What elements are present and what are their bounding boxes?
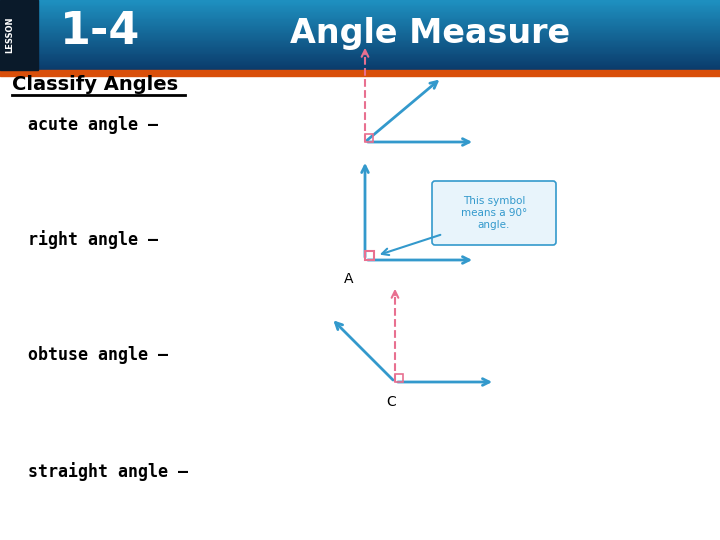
Text: A: A — [343, 272, 353, 286]
Bar — [0, 11, 720, 12]
Bar — [0, 1, 720, 2]
Bar — [0, 10, 720, 11]
Bar — [0, 44, 720, 45]
Bar — [0, 65, 720, 66]
Bar — [0, 15, 720, 16]
Bar — [0, 21, 720, 22]
Bar — [0, 38, 720, 39]
Text: Angle Measure: Angle Measure — [290, 17, 570, 50]
Bar — [0, 59, 720, 60]
Bar — [0, 39, 720, 40]
Text: 1-4: 1-4 — [60, 10, 140, 52]
Bar — [0, 13, 720, 14]
Bar — [0, 26, 720, 27]
Bar — [0, 70, 720, 76]
Bar — [0, 52, 720, 53]
Bar — [0, 25, 720, 26]
Bar — [0, 16, 720, 17]
Bar — [0, 23, 720, 24]
Bar — [0, 19, 720, 20]
Bar — [0, 36, 720, 37]
Bar — [0, 12, 720, 13]
Text: C: C — [386, 395, 396, 409]
Bar — [0, 63, 720, 64]
Bar — [0, 62, 720, 63]
Bar — [0, 17, 720, 18]
Bar — [0, 57, 720, 58]
Bar — [0, 0, 720, 1]
Text: obtuse angle –: obtuse angle – — [28, 346, 168, 364]
Text: straight angle –: straight angle – — [28, 462, 188, 482]
Bar — [0, 51, 720, 52]
Text: right angle –: right angle – — [28, 231, 158, 249]
Bar — [0, 46, 720, 47]
Bar — [0, 49, 720, 50]
Bar — [0, 45, 720, 46]
Bar — [0, 22, 720, 23]
Bar — [0, 2, 720, 3]
Bar — [0, 24, 720, 25]
Bar — [0, 14, 720, 15]
Bar — [0, 32, 720, 33]
Bar — [0, 9, 720, 10]
Text: This symbol
means a 90°
angle.: This symbol means a 90° angle. — [461, 197, 527, 230]
Bar — [0, 47, 720, 48]
Bar — [0, 5, 720, 6]
Bar — [0, 29, 720, 30]
Bar — [0, 54, 720, 55]
Bar — [395, 374, 403, 382]
Bar — [0, 66, 720, 68]
Bar — [0, 60, 720, 61]
Bar — [0, 7, 720, 8]
Bar — [365, 251, 374, 260]
Bar — [0, 68, 720, 69]
Bar — [0, 33, 720, 34]
Bar — [0, 43, 720, 44]
Bar — [0, 41, 720, 42]
Bar — [0, 53, 720, 54]
Bar — [0, 37, 720, 38]
Bar — [365, 134, 373, 142]
Bar — [0, 35, 720, 36]
Bar — [0, 64, 720, 65]
Text: Classify Angles: Classify Angles — [12, 76, 178, 94]
Text: acute angle –: acute angle – — [28, 116, 158, 134]
Bar — [0, 48, 720, 49]
Bar — [0, 4, 720, 5]
Bar — [0, 27, 720, 28]
Bar — [0, 56, 720, 57]
Bar — [0, 8, 720, 9]
Bar — [0, 40, 720, 41]
Bar — [0, 34, 720, 35]
Bar — [0, 30, 720, 31]
Bar — [0, 28, 720, 29]
Bar — [0, 20, 720, 21]
Bar — [0, 50, 720, 51]
Bar — [0, 58, 720, 59]
Bar — [0, 55, 720, 56]
Bar — [0, 31, 720, 32]
Bar — [0, 61, 720, 62]
FancyBboxPatch shape — [432, 181, 556, 245]
Text: LESSON: LESSON — [6, 17, 14, 53]
Bar — [0, 0, 38, 70]
Bar — [0, 42, 720, 43]
Bar — [0, 18, 720, 19]
Bar — [0, 6, 720, 7]
Bar — [0, 69, 720, 70]
Bar — [0, 3, 720, 4]
